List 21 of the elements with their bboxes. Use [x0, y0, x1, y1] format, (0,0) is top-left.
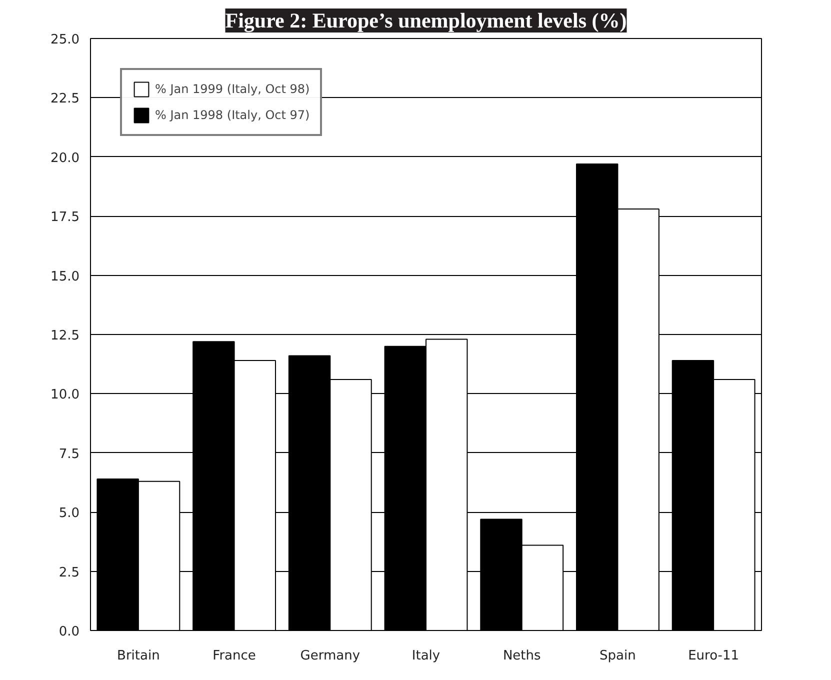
x-tick-label: Euro-11	[688, 648, 740, 664]
y-tick-label: 12.5	[50, 328, 80, 344]
y-tick-label: 17.5	[50, 210, 80, 226]
y-tick-label: 20.0	[50, 150, 80, 166]
y-tick-label: 0.0	[58, 624, 80, 640]
y-tick-label: 7.5	[58, 446, 80, 462]
y-tick-label: 25.0	[50, 32, 80, 48]
y-tick-label: 15.0	[50, 269, 80, 284]
x-tick-label: Britain	[117, 648, 160, 664]
y-tick-label: 5.0	[58, 506, 80, 522]
y-tick-label: 2.5	[58, 565, 80, 580]
x-tick-label: France	[212, 648, 256, 664]
legend-label: % Jan 1998 (Italy, Oct 97)	[155, 108, 310, 122]
legend-label: % Jan 1999 (Italy, Oct 98)	[155, 82, 310, 96]
x-tick-label: Spain	[600, 648, 636, 664]
chart-title: Figure 2: Europe’s unemployment levels (%)	[225, 8, 627, 32]
x-tick-label: Germany	[300, 648, 360, 664]
y-tick-label: 10.0	[50, 388, 80, 403]
x-tick-label: Neths	[502, 648, 541, 664]
x-tick-label: Italy	[412, 648, 440, 664]
y-tick-label: 22.5	[50, 92, 80, 107]
